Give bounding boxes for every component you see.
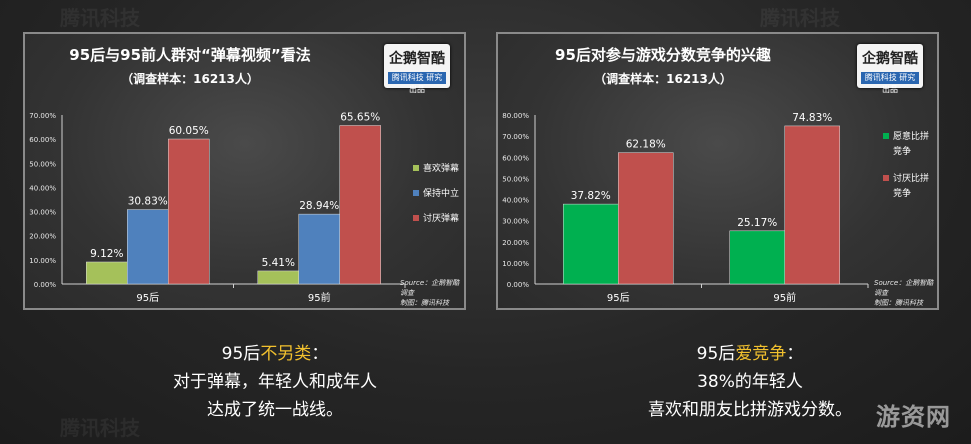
x-tick-label: 95前	[773, 291, 796, 304]
caption-highlight: 不另类	[260, 344, 312, 364]
caption-right: 95后爱竞争： 38%的年轻人 喜欢和朋友比拼游戏分数。	[570, 340, 930, 424]
legend-swatch	[413, 215, 419, 221]
y-tick-label: 50.00%	[502, 175, 529, 183]
caption-left: 95后不另类： 对于弹幕，年轻人和成年人 达成了统一战线。	[95, 340, 455, 424]
bar	[784, 125, 840, 285]
chart-panel-left: 95后与95前人群对“弹幕视频”看法 （调查样本：16213人） 企鹅智酷 腾讯…	[23, 32, 466, 310]
legend-label: 竞争	[893, 145, 911, 157]
bar	[298, 213, 340, 285]
legend-label: 保持中立	[423, 187, 459, 199]
y-tick-label: 0.00%	[507, 281, 530, 289]
penguin-logo: 企鹅智酷 腾讯科技 研究出品	[857, 44, 923, 94]
faint-watermark: 腾讯科技	[60, 416, 140, 440]
bar	[563, 203, 619, 285]
source-line: 制图：腾讯科技	[400, 299, 449, 307]
faint-watermark: 腾讯科技	[760, 6, 840, 30]
logo-sub: 腾讯科技 研究出品	[388, 72, 446, 94]
bar	[729, 230, 785, 285]
legend-swatch	[413, 165, 419, 171]
chart-title: 95后对参与游戏分数竞争的兴趣	[555, 46, 771, 64]
caption-suffix: ：	[786, 344, 804, 364]
y-tick-label: 60.00%	[502, 154, 529, 162]
logo-sub: 腾讯科技 研究出品	[861, 72, 919, 94]
caption-prefix: 95后	[696, 344, 736, 364]
y-tick-label: 60.00%	[29, 136, 56, 144]
legend-swatch	[883, 133, 889, 139]
source-line: 制图：腾讯科技	[874, 299, 923, 307]
logo-name: 企鹅智酷	[389, 51, 445, 67]
bar	[339, 125, 381, 285]
y-tick-label: 30.00%	[502, 218, 529, 226]
y-tick-label: 10.00%	[502, 260, 529, 268]
legend-label: 愿意比拼	[893, 130, 929, 142]
source-note: Source：企鹅智酷调查 制图：腾讯科技	[400, 278, 464, 308]
y-tick-label: 20.00%	[502, 239, 529, 247]
bar	[168, 138, 210, 285]
caption-prefix: 95后	[221, 344, 261, 364]
data-label: 5.41%	[262, 257, 295, 269]
caption-line: 对于弹幕，年轻人和成年人	[173, 372, 377, 392]
data-label: 30.83%	[128, 196, 168, 208]
y-tick-label: 30.00%	[29, 209, 56, 217]
x-tick-label: 95前	[308, 291, 331, 304]
bar	[257, 270, 299, 285]
source-line: Source：企鹅智酷调查	[874, 279, 934, 297]
y-tick-label: 50.00%	[29, 160, 56, 168]
caption-highlight: 爱竞争	[735, 344, 787, 364]
y-tick-label: 20.00%	[29, 233, 56, 241]
y-tick-label: 40.00%	[502, 197, 529, 205]
chart-panel-right: 95后对参与游戏分数竞争的兴趣 （调查样本：16213人） 企鹅智酷 腾讯科技 …	[496, 32, 939, 310]
bar	[86, 261, 128, 285]
bar-chart-danmaku: 0.00% 10.00% 20.00% 30.00% 40.00% 50.00% 60.00…	[29, 112, 459, 304]
chart-subtitle: （调查样本：16213人）	[121, 72, 259, 86]
legend-label: 喜欢弹幕	[423, 162, 459, 174]
caption-line: 达成了统一战线。	[207, 400, 343, 420]
data-label: 60.05%	[169, 125, 209, 137]
y-tick-label: 70.00%	[29, 112, 56, 120]
caption-heading: 95后不另类：	[95, 340, 455, 368]
bar-chart-competition: 0.00% 10.00% 20.00% 30.00% 40.00% 50.00% 60.00…	[502, 112, 929, 304]
legend-label: 讨厌弹幕	[423, 212, 459, 224]
caption-suffix: ：	[311, 344, 329, 364]
data-label: 37.82%	[571, 190, 611, 202]
legend-swatch	[883, 175, 889, 181]
y-tick-label: 40.00%	[29, 184, 56, 192]
chart-subtitle: （调查样本：16213人）	[594, 72, 732, 86]
bar	[127, 209, 169, 285]
y-tick-label: 80.00%	[502, 112, 529, 120]
logo-name: 企鹅智酷	[862, 51, 918, 67]
legend-label: 讨厌比拼	[893, 172, 929, 184]
data-label: 9.12%	[90, 248, 123, 260]
y-tick-label: 70.00%	[502, 133, 529, 141]
caption-line: 喜欢和朋友比拼游戏分数。	[648, 400, 852, 420]
data-label: 62.18%	[626, 139, 666, 151]
chart-title: 95后与95前人群对“弹幕视频”看法	[69, 46, 311, 64]
caption-line: 38%的年轻人	[697, 372, 803, 392]
legend-swatch	[413, 190, 419, 196]
y-tick-label: 0.00%	[34, 281, 57, 289]
source-line: Source：企鹅智酷调查	[400, 279, 460, 297]
data-label: 28.94%	[299, 200, 339, 212]
x-tick-label: 95后	[607, 292, 630, 304]
source-note: Source：企鹅智酷调查 制图：腾讯科技	[874, 278, 937, 308]
x-tick-label: 95后	[136, 292, 159, 304]
penguin-logo: 企鹅智酷 腾讯科技 研究出品	[384, 44, 450, 94]
data-label: 25.17%	[737, 217, 777, 229]
caption-heading: 95后爱竞争：	[570, 340, 930, 368]
faint-watermark: 腾讯科技	[60, 6, 140, 30]
data-label: 65.65%	[340, 112, 380, 124]
legend-label: 竞争	[893, 187, 911, 199]
bar	[618, 152, 674, 285]
y-tick-label: 10.00%	[29, 257, 56, 265]
data-label: 74.83%	[792, 112, 832, 124]
site-watermark: 游资网	[876, 403, 951, 431]
